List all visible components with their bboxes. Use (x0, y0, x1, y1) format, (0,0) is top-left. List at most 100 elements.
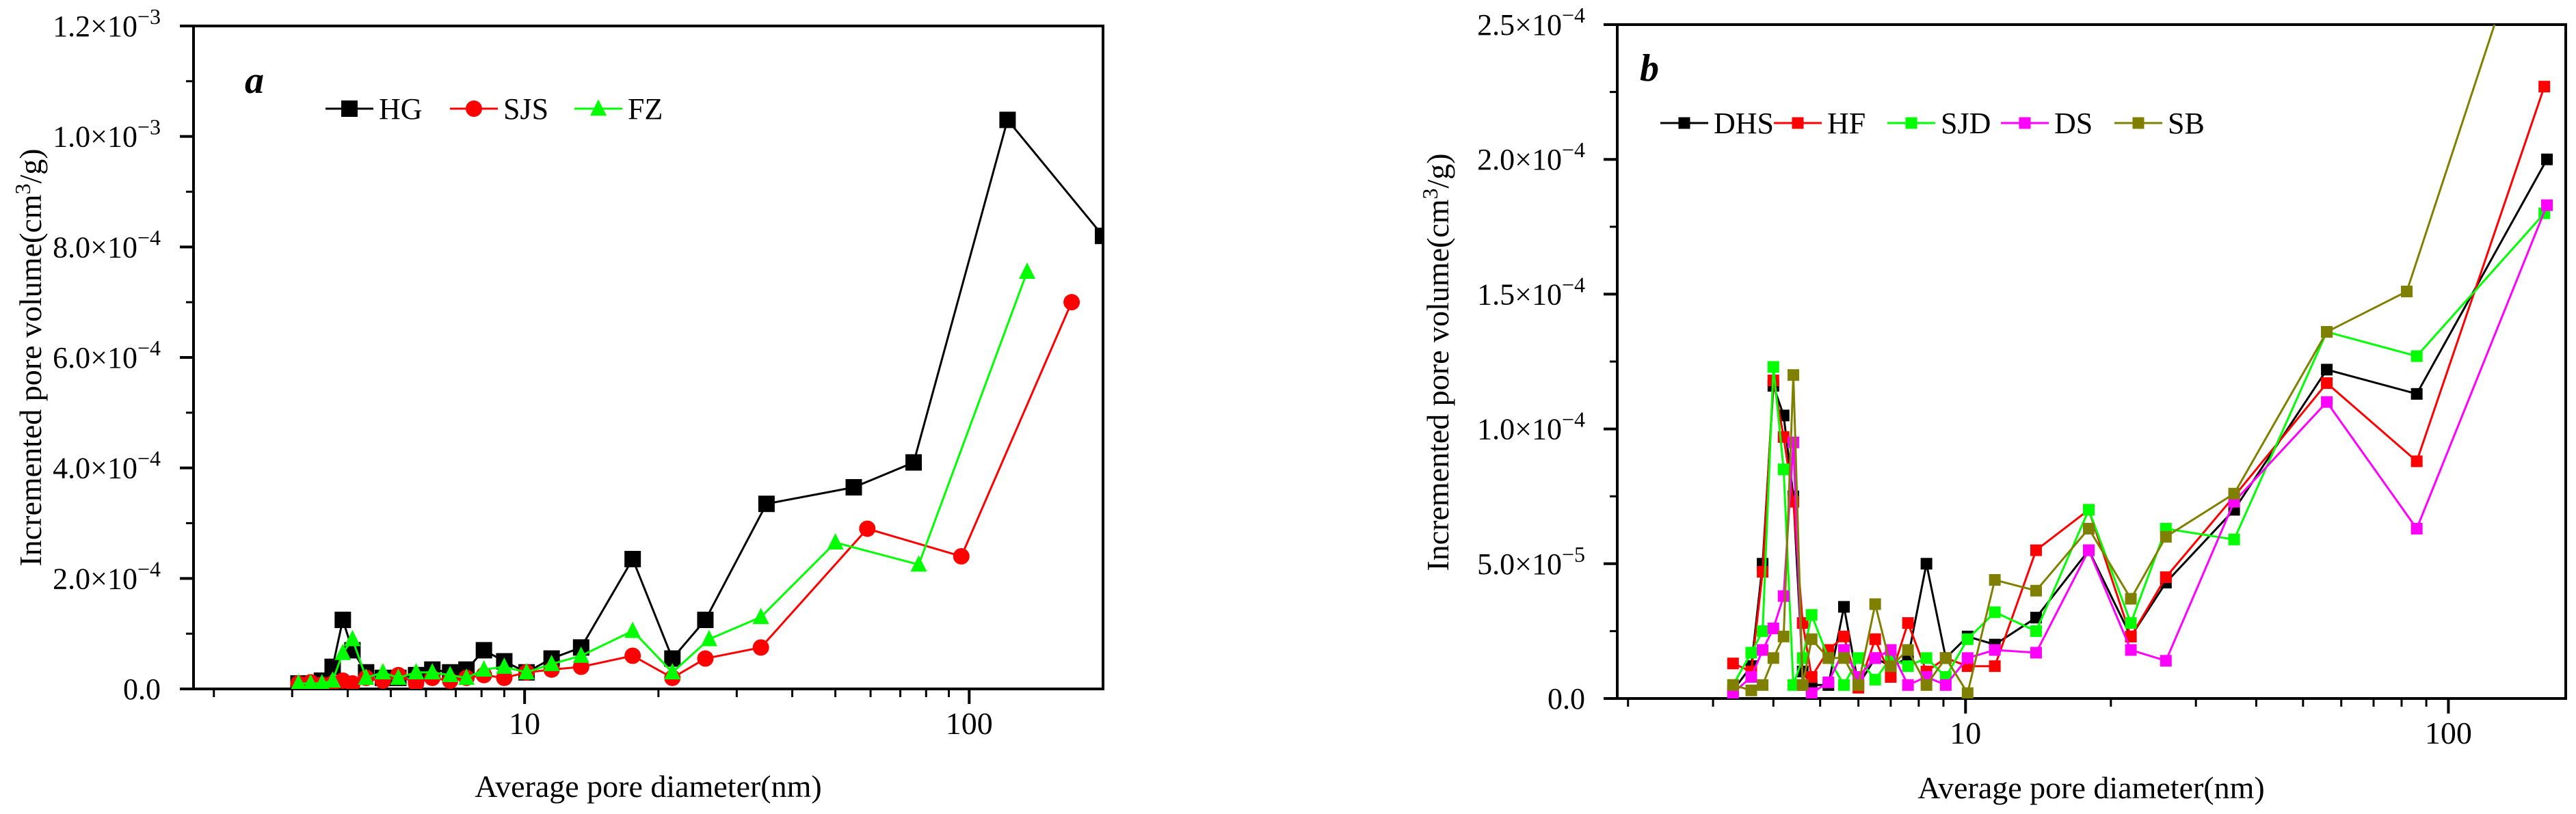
data-point-sjs (1063, 294, 1080, 311)
data-point-hg (845, 478, 862, 496)
data-point-fz (344, 629, 361, 647)
data-point-sjd (2083, 504, 2095, 516)
data-point-hf (1805, 670, 1818, 683)
y-tick-label: 1.0×10−3 (53, 115, 161, 154)
data-point-sjd (1788, 679, 1800, 691)
series-line-sjs (298, 301, 1073, 686)
data-point-ds (1989, 644, 2001, 656)
data-point-fz (303, 674, 319, 689)
data-point-ds (1767, 622, 1779, 634)
data-point-ds (1961, 652, 1974, 664)
data-point-sjd (1777, 463, 1790, 476)
y-axis-label-tail: /g) (13, 148, 48, 183)
legend-label: SJS (503, 92, 548, 126)
series-line-sjd (1731, 213, 2545, 688)
data-point-hf (2160, 571, 2172, 584)
data-point-hf (1757, 566, 1769, 578)
y-axis-label-main: Incremented pore volume(cm (13, 194, 48, 566)
y-tick-label: 1.5×10−4 (1477, 272, 1585, 311)
data-point-sjd (1920, 652, 1933, 664)
data-point-hf (1885, 670, 1897, 683)
data-point-sb (1805, 633, 1818, 645)
legend-marker (2132, 117, 2145, 129)
data-point-fz (390, 668, 407, 686)
data-point-dhs (1837, 601, 1850, 613)
data-point-fz (408, 663, 425, 680)
legend-marker (590, 99, 607, 116)
data-point-fz (664, 663, 681, 680)
data-point-hf (1727, 657, 1739, 670)
data-point-sb (1745, 684, 1757, 696)
y-tick-label: 1.0×10−4 (1477, 407, 1585, 446)
legend-label: FZ (628, 92, 663, 126)
data-point-sb (2160, 530, 2172, 543)
data-point-hg (334, 611, 351, 628)
data-point-sb (1989, 573, 2001, 586)
y-tick-label: 0.0 (1548, 682, 1585, 716)
data-point-hg (697, 611, 714, 628)
data-point-sjd (1902, 660, 1914, 673)
legend-label: HF (1827, 107, 1865, 140)
data-point-sb (2497, 0, 2509, 3)
data-point-sjd (1757, 625, 1769, 637)
data-point-ds (2030, 647, 2042, 659)
data-point-hg (1095, 228, 1103, 245)
data-point-dhs (2030, 612, 2042, 624)
x-tick-label: 100 (946, 706, 993, 741)
data-point-fz (442, 666, 459, 683)
legend-marker (1792, 117, 1804, 129)
data-point-ds (2160, 655, 2172, 667)
legend-marker (1905, 117, 1917, 129)
data-point-ds (2541, 199, 2553, 211)
panel-label: a (245, 59, 264, 102)
y-tick-label: 8.0×10−4 (53, 225, 161, 264)
data-point-sb (2083, 523, 2095, 535)
data-point-sjd (1837, 679, 1850, 691)
data-point-sb (1920, 679, 1933, 691)
data-point-ds (2411, 523, 2423, 535)
series-line-fz (298, 271, 1028, 685)
data-point-sjd (1767, 361, 1779, 373)
data-point-fz (458, 668, 475, 686)
data-point-sjd (2030, 625, 2042, 637)
data-point-ds (1939, 679, 1952, 691)
data-point-fz (374, 663, 391, 680)
y-tick-label: 2.5×10−4 (1477, 3, 1585, 42)
chart-panel-a: 10 100 0.0 2.0×10−4 4.0×10−4 6.0×10−4 8.0×10−4… (10, 4, 1104, 804)
data-point-fz (314, 674, 330, 689)
data-point-ds (1745, 670, 1757, 683)
data-point-sb (2030, 584, 2042, 597)
series-line-sb (1732, 25, 2496, 696)
data-point-sjd (1805, 609, 1818, 621)
data-point-fz (827, 533, 844, 550)
chart-panel-b: 10 100 0.0 5.0×10−5 1.0×10−4 1.5×10−4 2.0×10−4… (1418, 0, 2567, 805)
data-point-hg (905, 454, 922, 471)
data-point-sjs (624, 647, 641, 664)
legend-marker (2019, 117, 2031, 129)
data-point-hf (2125, 630, 2137, 642)
data-point-fz (518, 663, 535, 680)
legend-label: SJD (1941, 107, 1991, 140)
data-point-hf (2411, 455, 2423, 467)
data-point-fz (291, 674, 306, 689)
data-point-sb (2321, 326, 2333, 338)
legend-label: SB (2168, 107, 2205, 140)
x-tick-label: 10 (509, 706, 540, 741)
plot-area: 10 100 0.0 2.0×10−4 4.0×10−4 6.0×10−4 8.0×10−4… (53, 4, 1103, 741)
data-point-dhs (2321, 364, 2333, 376)
plot-area: 10 100 0.0 5.0×10−5 1.0×10−4 1.5×10−4 2.0×10−4… (1477, 0, 2553, 750)
data-point-sjd (2411, 350, 2423, 362)
data-point-hg (624, 551, 641, 568)
data-point-fz (1019, 262, 1036, 279)
y-tick-label: 2.0×10−4 (1477, 137, 1585, 176)
data-point-fz (543, 654, 560, 671)
data-point-sb (1822, 652, 1835, 664)
y-axis-label-sup: 3 (1418, 189, 1442, 200)
data-point-ds (1777, 590, 1790, 602)
data-point-fz (358, 668, 375, 686)
data-point-fz (324, 671, 341, 688)
data-point-sb (1939, 652, 1952, 664)
data-point-fz (475, 660, 492, 677)
data-point-sb (2228, 487, 2240, 500)
